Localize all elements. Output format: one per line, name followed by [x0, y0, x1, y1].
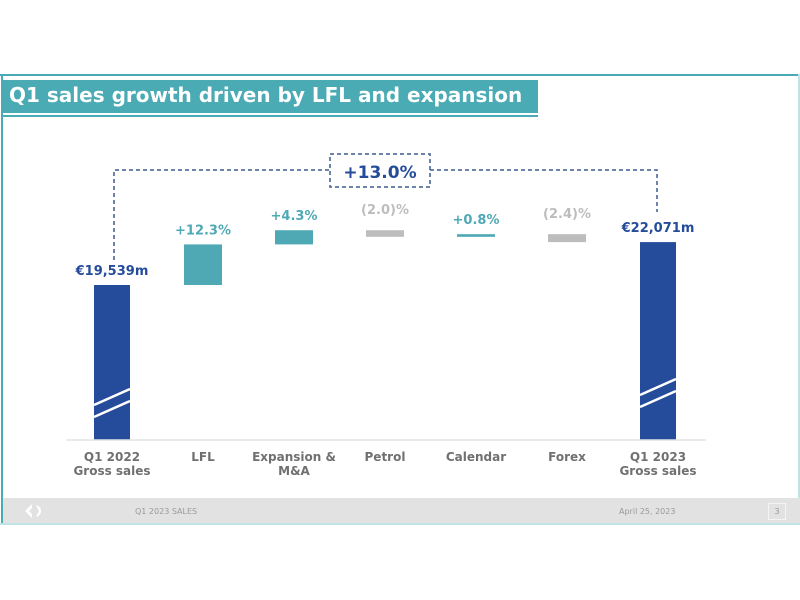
bar-delta	[457, 234, 495, 237]
data-label: +4.3%	[271, 209, 318, 224]
left-border	[1, 74, 3, 524]
axis-break-mark	[639, 377, 677, 397]
bar-delta	[184, 244, 222, 285]
category-label: M&A	[278, 464, 310, 478]
data-label: €22,071m	[621, 221, 695, 236]
data-label: (2.4)%	[543, 207, 591, 222]
data-label: +0.8%	[453, 213, 500, 228]
footer-date: April 25, 2023	[619, 507, 676, 516]
category-label: Forex	[548, 450, 586, 464]
category-label: Gross sales	[619, 464, 696, 478]
category-label: Expansion &	[252, 450, 336, 464]
carrefour-logo-icon	[25, 504, 41, 518]
category-label: Q1 2022	[84, 450, 140, 464]
category-label: Petrol	[365, 450, 406, 464]
slide-title: Q1 sales growth driven by LFL and expans…	[9, 83, 523, 107]
growth-bracket	[113, 169, 658, 260]
bar-total	[94, 285, 130, 440]
bar-delta	[366, 230, 404, 237]
total-change-label: +13.0%	[343, 163, 416, 183]
category-label: Q1 2023	[630, 450, 686, 464]
axis-break-mark	[639, 389, 677, 409]
data-label: €19,539m	[75, 264, 149, 279]
data-label: (2.0)%	[361, 203, 409, 218]
axis-break-mark	[93, 399, 131, 419]
axis-break-mark	[93, 387, 131, 407]
right-border	[798, 74, 800, 524]
footer-title: Q1 2023 SALES	[135, 507, 198, 516]
category-label: LFL	[191, 450, 215, 464]
total-change-box	[329, 153, 431, 188]
title-band: Q1 sales growth driven by LFL and expans…	[3, 80, 538, 115]
bottom-border	[0, 523, 800, 525]
category-label: Gross sales	[73, 464, 150, 478]
top-border	[0, 74, 800, 76]
bar-total	[640, 242, 676, 440]
data-label: +12.3%	[175, 223, 231, 238]
footer: Q1 2023 SALES April 25, 2023 3	[3, 498, 800, 524]
category-label: Calendar	[446, 450, 506, 464]
bar-delta	[275, 230, 313, 245]
page-number: 3	[768, 503, 786, 520]
bar-delta	[548, 234, 586, 243]
